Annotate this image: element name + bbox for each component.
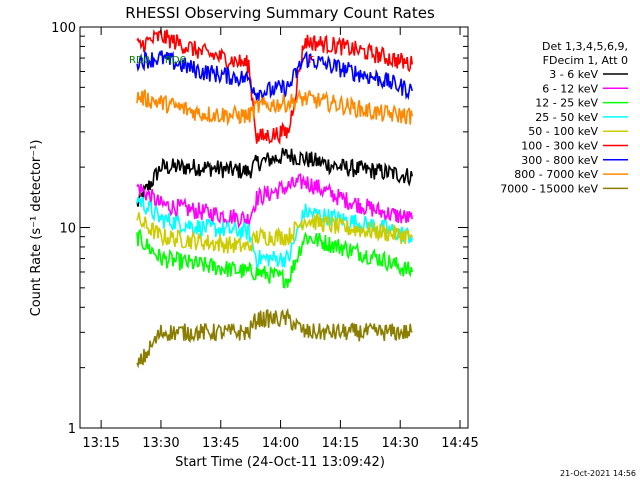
series-line-7 [136, 88, 413, 127]
x-tick-label-4: 14:15 [322, 436, 359, 451]
series-line-5 [136, 27, 413, 146]
series-line-2 [136, 228, 413, 289]
chart-title: RHESSI Observing Summary Count Rates [125, 4, 435, 22]
y-tick-label-1: 10 [59, 222, 76, 237]
legend-label-6: 300 - 800 keV [521, 154, 598, 167]
annotation-2: F [309, 55, 315, 66]
plot-area: RD0 RD6 F [129, 27, 413, 369]
annotation-1: RD6 [165, 55, 186, 66]
x-tick-label-5: 14:30 [381, 436, 418, 451]
x-tick-label-0: 13:15 [82, 436, 119, 451]
x-tick-label-2: 13:45 [202, 436, 239, 451]
legend-header-line-1: Det 1,3,4,5,6,9, [542, 40, 628, 53]
x-tick-label-1: 13:30 [142, 436, 179, 451]
legend-label-3: 25 - 50 keV [535, 111, 598, 124]
series-line-4 [136, 212, 413, 254]
series-line-3 [136, 196, 413, 269]
series-line-8 [136, 307, 413, 369]
x-axis-label: Start Time (24-Oct-11 13:09:42) [175, 455, 385, 470]
y-axis-label: Count Rate (s⁻¹ detector⁻¹) [29, 140, 44, 317]
x-tick-label-6: 14:45 [441, 436, 478, 451]
legend: Det 1,3,4,5,6,9, FDecim 1, Att 0 3 - 6 k… [500, 40, 628, 195]
legend-label-1: 6 - 12 keV [542, 82, 598, 95]
legend-label-2: 12 - 25 keV [535, 97, 598, 110]
legend-label-0: 3 - 6 keV [549, 68, 598, 81]
legend-label-8: 7000 - 15000 keV [500, 182, 598, 195]
legend-label-4: 50 - 100 keV [528, 125, 598, 138]
x-tick-label-3: 14:00 [262, 436, 299, 451]
axes: 13:15 13:30 13:45 14:00 14:15 14:30 14:45 1 10 10… [51, 21, 479, 451]
legend-header-line-2: FDecim 1, Att 0 [543, 54, 628, 67]
series-line-0 [136, 147, 413, 207]
series-line-6 [136, 50, 413, 102]
y-tick-label-2: 100 [51, 21, 76, 36]
y-tick-label-0: 1 [68, 422, 76, 437]
series-line-1 [136, 173, 413, 230]
annotation-0: RD0 [129, 55, 150, 66]
footer-date: 21-Oct-2021 14:56 [560, 469, 636, 478]
legend-label-7: 800 - 7000 keV [514, 168, 598, 181]
legend-label-5: 100 - 300 keV [521, 140, 598, 153]
